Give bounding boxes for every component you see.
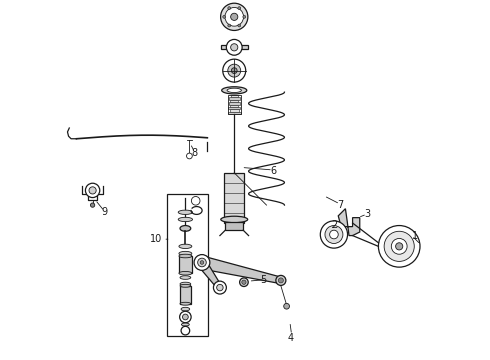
Ellipse shape <box>179 271 192 275</box>
Ellipse shape <box>227 88 242 93</box>
Circle shape <box>228 7 231 10</box>
Polygon shape <box>338 209 360 235</box>
Circle shape <box>228 64 241 77</box>
Circle shape <box>200 261 204 264</box>
Circle shape <box>330 230 338 239</box>
Circle shape <box>181 326 190 335</box>
Circle shape <box>231 44 238 51</box>
Text: 7: 7 <box>338 200 344 210</box>
Text: 1: 1 <box>412 231 418 240</box>
Circle shape <box>320 221 347 248</box>
Text: 5: 5 <box>260 275 266 285</box>
Ellipse shape <box>180 284 191 287</box>
Circle shape <box>392 238 407 254</box>
Text: 2: 2 <box>331 220 337 230</box>
Circle shape <box>91 203 95 207</box>
Circle shape <box>238 24 241 27</box>
Circle shape <box>228 24 231 27</box>
Circle shape <box>278 278 283 283</box>
Ellipse shape <box>181 323 189 326</box>
Ellipse shape <box>180 276 191 279</box>
Text: 9: 9 <box>101 207 108 217</box>
Bar <box>224 173 245 223</box>
Circle shape <box>197 258 206 267</box>
Bar <box>180 286 191 304</box>
Text: 10: 10 <box>149 234 162 244</box>
Polygon shape <box>200 256 220 291</box>
Ellipse shape <box>179 254 192 258</box>
Circle shape <box>187 153 192 159</box>
Ellipse shape <box>221 87 247 94</box>
Text: 4: 4 <box>288 333 294 343</box>
Circle shape <box>89 187 96 194</box>
Circle shape <box>231 13 238 21</box>
Polygon shape <box>200 256 282 284</box>
Circle shape <box>214 281 226 294</box>
Bar <box>228 112 241 114</box>
Circle shape <box>223 59 245 82</box>
Bar <box>167 194 208 336</box>
Bar <box>231 95 238 97</box>
Circle shape <box>325 226 343 243</box>
Ellipse shape <box>180 282 191 286</box>
Circle shape <box>284 303 290 309</box>
Ellipse shape <box>178 217 193 222</box>
Circle shape <box>217 284 223 291</box>
Bar <box>228 107 240 109</box>
Ellipse shape <box>221 216 247 223</box>
Bar <box>230 104 238 107</box>
Circle shape <box>180 311 191 323</box>
Circle shape <box>231 68 237 73</box>
Circle shape <box>378 226 420 267</box>
Circle shape <box>384 231 414 261</box>
Circle shape <box>223 15 225 18</box>
Circle shape <box>192 197 200 205</box>
Ellipse shape <box>180 226 191 231</box>
Text: 8: 8 <box>191 148 197 158</box>
Ellipse shape <box>179 251 192 256</box>
Ellipse shape <box>181 307 190 311</box>
Bar <box>230 100 238 102</box>
Bar <box>228 102 240 104</box>
Circle shape <box>395 243 403 250</box>
Circle shape <box>220 3 248 31</box>
Circle shape <box>243 15 245 18</box>
Circle shape <box>242 280 246 284</box>
Text: 6: 6 <box>270 166 276 176</box>
Ellipse shape <box>179 244 192 248</box>
Bar <box>230 109 239 112</box>
Ellipse shape <box>178 210 193 215</box>
Circle shape <box>182 314 188 320</box>
Circle shape <box>240 278 248 287</box>
Bar <box>228 95 241 114</box>
Ellipse shape <box>180 302 191 305</box>
Circle shape <box>238 7 241 10</box>
Circle shape <box>226 40 242 55</box>
Circle shape <box>194 255 210 270</box>
Bar <box>225 222 243 230</box>
Bar <box>229 97 240 100</box>
Circle shape <box>276 275 286 285</box>
Circle shape <box>85 183 100 198</box>
Bar <box>179 256 192 273</box>
Circle shape <box>225 8 244 26</box>
Bar <box>220 45 248 49</box>
Text: 3: 3 <box>364 209 370 219</box>
